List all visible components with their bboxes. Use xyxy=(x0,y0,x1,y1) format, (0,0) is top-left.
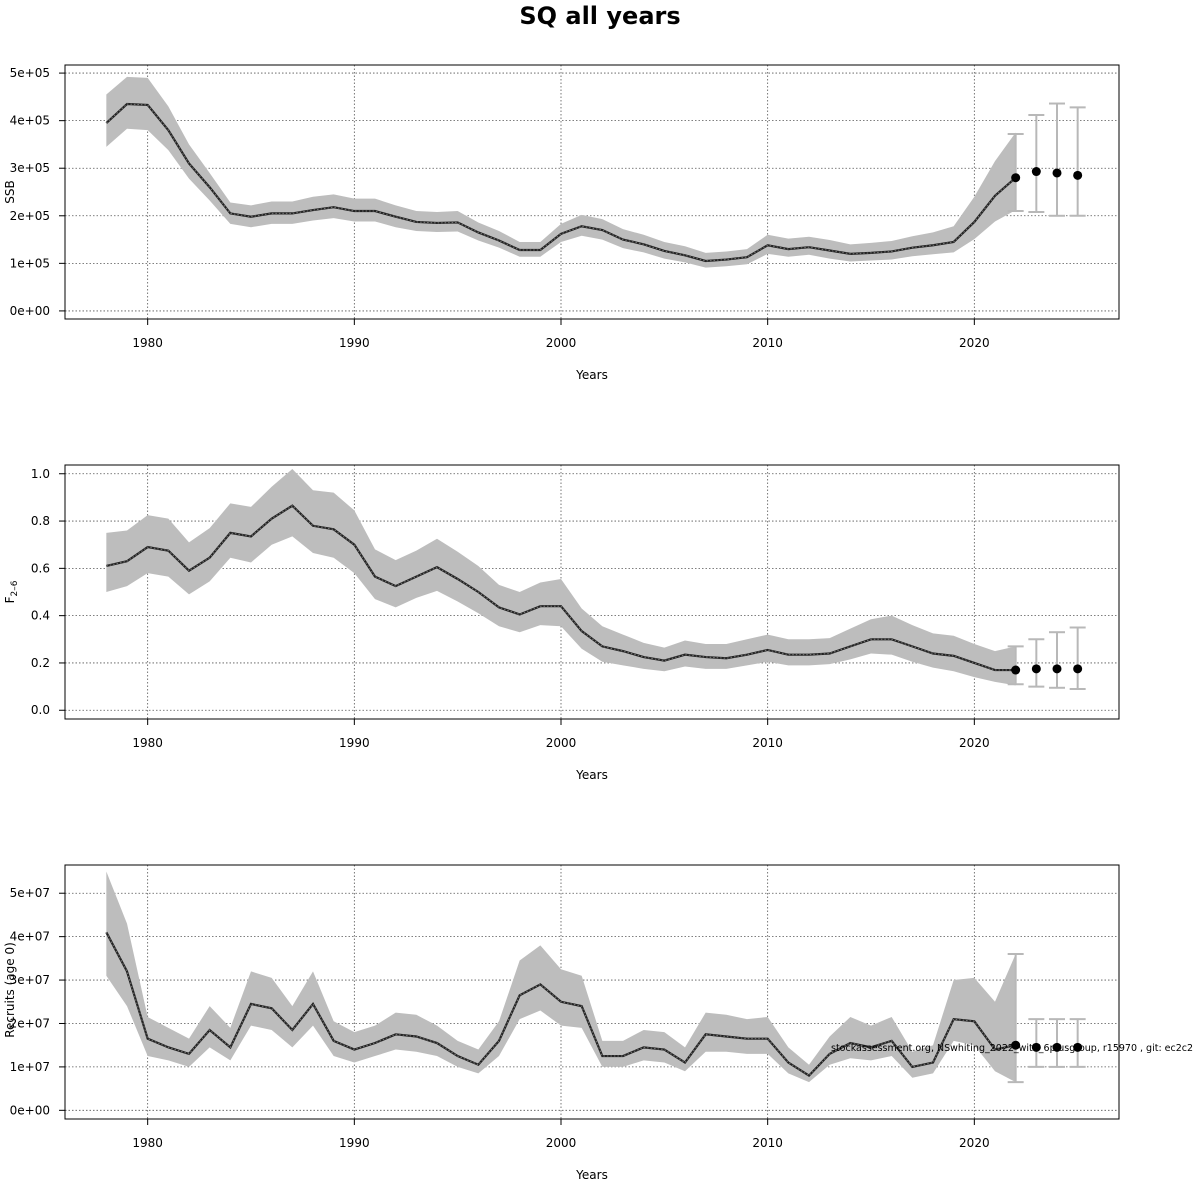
ssb-forecast xyxy=(1007,102,1086,217)
f-grid xyxy=(65,465,1119,719)
recruits-y-axis-title: Recruits (age 0) xyxy=(3,942,17,1038)
recruits-series xyxy=(105,931,1016,1077)
f-plot-frame xyxy=(64,464,1120,720)
ssb-forecast-point xyxy=(1052,168,1062,178)
footnote: stockassessment.org, NSwhiting_2022_with… xyxy=(831,1043,1193,1054)
ssb-grid xyxy=(65,65,1119,319)
recruits-forecast-point xyxy=(1011,1040,1021,1050)
recruits-forecast-2025 xyxy=(1069,1018,1086,1068)
f-forecast-point xyxy=(1073,664,1083,674)
ssb-forecast-2025 xyxy=(1069,106,1086,217)
ssb-forecast-point xyxy=(1073,170,1083,180)
recruits-x-tick-label: 2020 xyxy=(959,1136,990,1150)
ssb-confidence-band xyxy=(106,76,1016,268)
f-band xyxy=(106,469,1016,686)
f-y-tick-label: 0.2 xyxy=(31,656,50,670)
f-forecast-2022 xyxy=(1007,645,1024,686)
recruits-forecast-point xyxy=(1052,1042,1062,1052)
f-forecast-2024 xyxy=(1049,631,1065,689)
recruits-band xyxy=(106,871,1016,1083)
ssb-estimate-line-dots xyxy=(105,103,1016,262)
recruits-x-axis: 1980 1990 2000 2010 2020 xyxy=(132,1119,990,1150)
f-forecast-2023 xyxy=(1028,638,1045,688)
recruits-x-tick-label: 1980 xyxy=(132,1136,163,1150)
recruits-y-axis: 0e+00 1e+07 2e+07 3e+07 4e+07 5e+07 xyxy=(10,886,65,1117)
f-y-tick-label: 0.0 xyxy=(31,703,50,717)
f-x-tick-label: 1980 xyxy=(132,736,163,750)
ssb-x-tick-label: 2000 xyxy=(546,336,577,350)
recruits-forecast-2022 xyxy=(1007,953,1024,1084)
recruits-estimate-line-dots xyxy=(105,932,1016,1077)
ssb-x-axis: 1980 1990 2000 2010 2020 xyxy=(132,319,990,350)
ssb-y-tick-label: 0e+00 xyxy=(10,304,50,318)
f-x-axis-title: Years xyxy=(575,768,608,782)
recruits-confidence-band xyxy=(106,871,1016,1083)
ssb-y-axis: 0e+00 1e+05 2e+05 3e+05 4e+05 5e+05 xyxy=(10,66,65,318)
f-x-tick-label: 2000 xyxy=(546,736,577,750)
recruits-forecast-point xyxy=(1073,1042,1083,1052)
f-y-tick-label: 0.6 xyxy=(31,561,50,575)
ssb-forecast-2022 xyxy=(1007,132,1024,213)
panel-f: 1980 1990 2000 2010 2020 0.00.20.40.60.81.0 … xyxy=(3,464,1120,782)
ssb-x-tick-label: 1980 xyxy=(132,336,163,350)
ssb-y-tick-label: 4e+05 xyxy=(10,114,50,128)
f-y-tick-label: 1.0 xyxy=(31,467,50,481)
panel-ssb: 1980 1990 2000 2010 2020 0e+00 1e+05 2e+05 3e+0… xyxy=(3,64,1120,382)
ssb-plot-frame xyxy=(64,64,1120,320)
ssb-series xyxy=(105,102,1017,263)
ssb-y-tick-label: 2e+05 xyxy=(10,209,50,223)
chart-title: SQ all years xyxy=(519,2,680,30)
ssb-x-tick-label: 1990 xyxy=(339,336,370,350)
f-forecast-point xyxy=(1031,664,1041,674)
f-x-tick-label: 2010 xyxy=(752,736,783,750)
recruits-forecast xyxy=(1007,953,1086,1084)
recruits-y-tick-label: 5e+07 xyxy=(10,886,50,900)
ssb-x-tick-label: 2020 xyxy=(959,336,990,350)
f-series xyxy=(106,504,1016,672)
panel-recruits: 1980 1990 2000 2010 2020 0e+00 1e+07 2e+07 3e+0… xyxy=(3,864,1120,1182)
ssb-x-tick-label: 2010 xyxy=(752,336,783,350)
recruits-y-tick-label: 0e+00 xyxy=(10,1103,50,1117)
recruits-y-tick-label: 1e+07 xyxy=(10,1060,50,1074)
ssb-x-axis-title: Years xyxy=(575,368,608,382)
recruits-y-tick-label: 2e+07 xyxy=(10,1016,50,1030)
recruits-forecast-2023 xyxy=(1028,1018,1045,1068)
recruits-plot-frame xyxy=(64,864,1120,1120)
ssb-y-tick-label: 5e+05 xyxy=(10,66,50,80)
f-x-tick-label: 1990 xyxy=(339,736,370,750)
f-y-axis-title: F2–6 xyxy=(3,580,20,603)
ssb-y-tick-label: 1e+05 xyxy=(10,256,50,270)
ssb-y-axis-title: SSB xyxy=(3,180,17,203)
f-forecast xyxy=(1007,626,1086,690)
recruits-y-tick-label: 3e+07 xyxy=(10,973,50,987)
f-x-tick-label: 2020 xyxy=(959,736,990,750)
recruits-forecast-2024 xyxy=(1049,1018,1065,1068)
recruits-y-tick-label: 4e+07 xyxy=(10,930,50,944)
f-y-axis: 0.0 0.2 0.4 0.6 0.8 1.0 xyxy=(31,467,65,717)
ssb-forecast-2024 xyxy=(1049,102,1065,217)
ssb-forecast-2023 xyxy=(1028,113,1045,213)
f-y-tick-label: 0.8 xyxy=(31,514,50,528)
f-forecast-2025 xyxy=(1069,626,1086,690)
ssb-forecast-point xyxy=(1031,167,1041,177)
f-forecast-point xyxy=(1052,664,1062,674)
ssb-y-tick-label: 3e+05 xyxy=(10,161,50,175)
f-confidence-band xyxy=(106,469,1016,686)
f-y-tick-label: 0.4 xyxy=(31,609,50,623)
ssb-band xyxy=(106,76,1016,268)
f-estimate-line-dots xyxy=(106,505,1016,671)
recruits-x-axis-title: Years xyxy=(575,1168,608,1182)
f-x-axis: 1980 1990 2000 2010 2020 xyxy=(132,719,990,750)
f-forecast-point xyxy=(1011,665,1021,675)
recruits-forecast-point xyxy=(1031,1042,1041,1052)
ssb-forecast-point xyxy=(1011,173,1021,183)
recruits-x-tick-label: 2000 xyxy=(546,1136,577,1150)
recruits-x-tick-label: 2010 xyxy=(752,1136,783,1150)
recruits-x-tick-label: 1990 xyxy=(339,1136,370,1150)
